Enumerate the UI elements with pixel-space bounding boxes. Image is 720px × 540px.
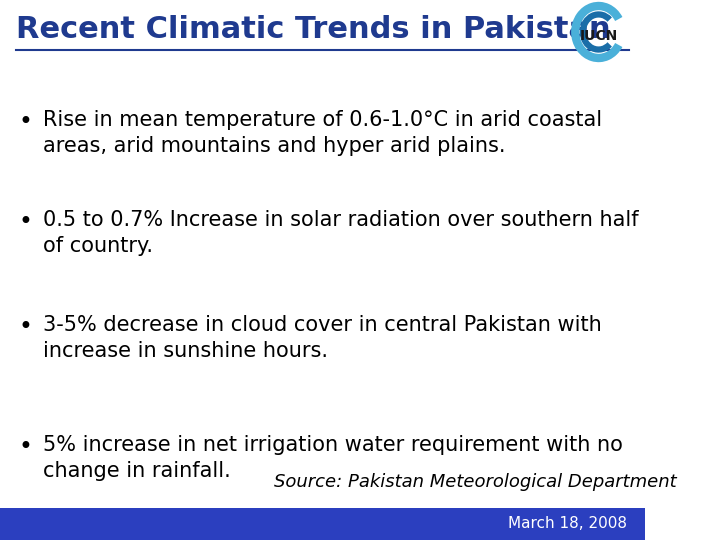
Text: •: • (18, 110, 32, 134)
Text: 3-5% decrease in cloud cover in central Pakistan with
increase in sunshine hours: 3-5% decrease in cloud cover in central … (43, 315, 602, 361)
Text: IUCN: IUCN (580, 29, 618, 43)
Text: Rise in mean temperature of 0.6-1.0°C in arid coastal
areas, arid mountains and : Rise in mean temperature of 0.6-1.0°C in… (43, 110, 602, 157)
Text: •: • (18, 210, 32, 234)
Text: Source: Pakistan Meteorological Department: Source: Pakistan Meteorological Departme… (274, 473, 676, 491)
Text: Recent Climatic Trends in Pakistan: Recent Climatic Trends in Pakistan (16, 16, 611, 44)
FancyBboxPatch shape (0, 508, 645, 540)
Text: •: • (18, 315, 32, 339)
Text: 5% increase in net irrigation water requirement with no
change in rainfall.: 5% increase in net irrigation water requ… (43, 435, 623, 481)
Text: March 18, 2008: March 18, 2008 (508, 516, 627, 531)
Text: •: • (18, 435, 32, 459)
Text: 0.5 to 0.7% Increase in solar radiation over southern half
of country.: 0.5 to 0.7% Increase in solar radiation … (43, 210, 639, 256)
